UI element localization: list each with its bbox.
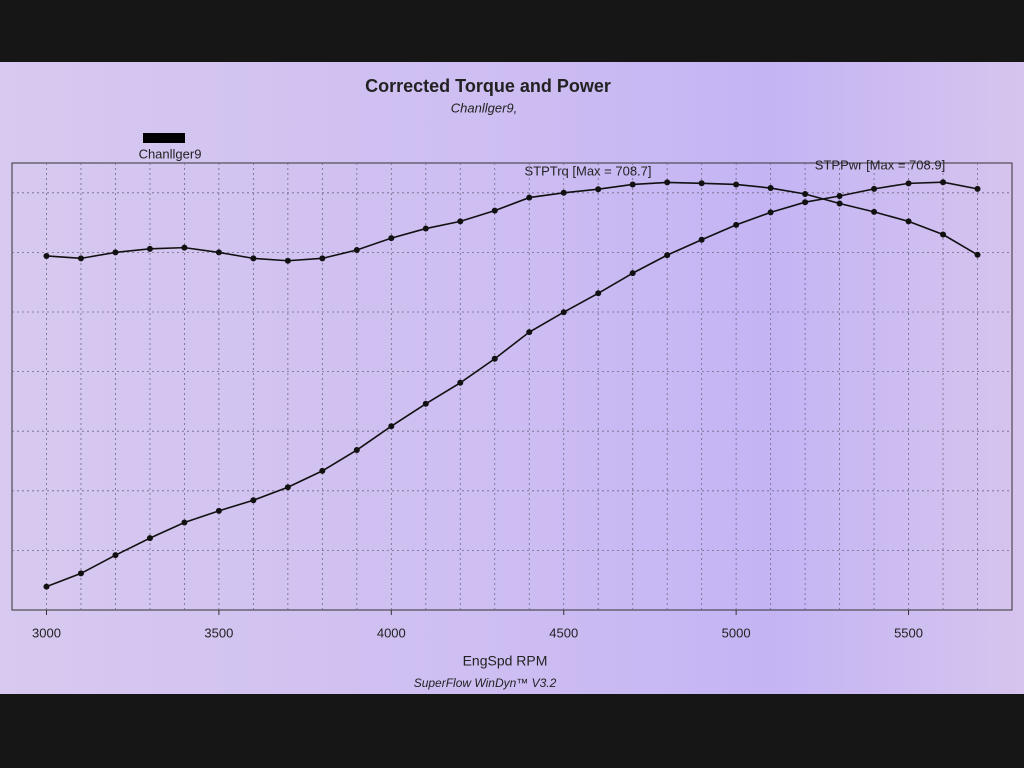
data-point	[733, 181, 740, 188]
legend-label: Chanllger9	[139, 146, 202, 161]
data-point	[974, 185, 981, 192]
data-point	[802, 199, 809, 206]
data-point	[353, 447, 360, 454]
data-point	[698, 236, 705, 243]
data-point	[767, 209, 774, 216]
screen	[0, 62, 1024, 694]
data-point	[836, 200, 843, 207]
x-tick-label: 5000	[722, 625, 751, 640]
data-point	[422, 225, 429, 232]
data-point	[146, 535, 153, 542]
chart-title: Corrected Torque and Power	[365, 76, 611, 96]
data-point	[77, 570, 84, 577]
data-point	[940, 231, 947, 238]
data-point	[284, 257, 291, 264]
chart-subtitle: Chanllger9,	[451, 100, 518, 115]
data-point	[388, 423, 395, 430]
data-point	[905, 218, 912, 225]
data-point	[43, 583, 50, 590]
data-point	[526, 194, 533, 201]
x-axis-label: EngSpd RPM	[463, 653, 548, 669]
footer: SuperFlow WinDyn™ V3.2	[414, 676, 557, 690]
x-tick-label: 3500	[204, 625, 233, 640]
data-point	[802, 190, 809, 197]
data-point	[595, 186, 602, 193]
data-point	[491, 207, 498, 214]
data-point	[767, 185, 774, 192]
data-point	[629, 270, 636, 277]
data-point	[664, 252, 671, 259]
data-point	[388, 235, 395, 242]
data-point	[595, 290, 602, 297]
plot-frame	[11, 162, 1013, 611]
data-point	[284, 484, 291, 491]
data-point	[77, 255, 84, 262]
data-point	[871, 185, 878, 192]
data-point	[146, 245, 153, 252]
data-point	[560, 189, 567, 196]
data-point	[215, 249, 222, 256]
data-point	[250, 497, 257, 504]
x-tick-label: 4500	[549, 625, 578, 640]
data-point	[974, 251, 981, 258]
annotation: STPPwr [Max = 708.9]	[815, 157, 945, 172]
data-point	[112, 552, 119, 559]
data-point	[664, 179, 671, 186]
data-point	[940, 179, 947, 186]
data-point	[215, 507, 222, 514]
data-point	[181, 519, 188, 526]
data-point	[181, 244, 188, 251]
legend-swatch	[143, 133, 185, 143]
data-point	[491, 355, 498, 362]
data-point	[319, 467, 326, 474]
data-point	[733, 221, 740, 228]
x-tick-label: 3000	[32, 625, 61, 640]
data-point	[250, 255, 257, 262]
data-point	[526, 329, 533, 336]
data-point	[43, 252, 50, 259]
data-point	[457, 379, 464, 386]
data-point	[698, 180, 705, 187]
data-point	[836, 193, 843, 200]
data-point	[560, 309, 567, 316]
series-line	[46, 181, 978, 588]
x-tick-label: 5500	[894, 625, 923, 640]
data-point	[905, 180, 912, 187]
data-point	[353, 247, 360, 254]
data-point	[457, 218, 464, 225]
data-point	[871, 208, 878, 215]
data-point	[112, 249, 119, 256]
data-point	[422, 400, 429, 407]
data-point	[319, 255, 326, 262]
data-point	[629, 181, 636, 188]
annotation: STPTrq [Max = 708.7]	[524, 163, 651, 178]
x-tick-label: 4000	[377, 625, 406, 640]
